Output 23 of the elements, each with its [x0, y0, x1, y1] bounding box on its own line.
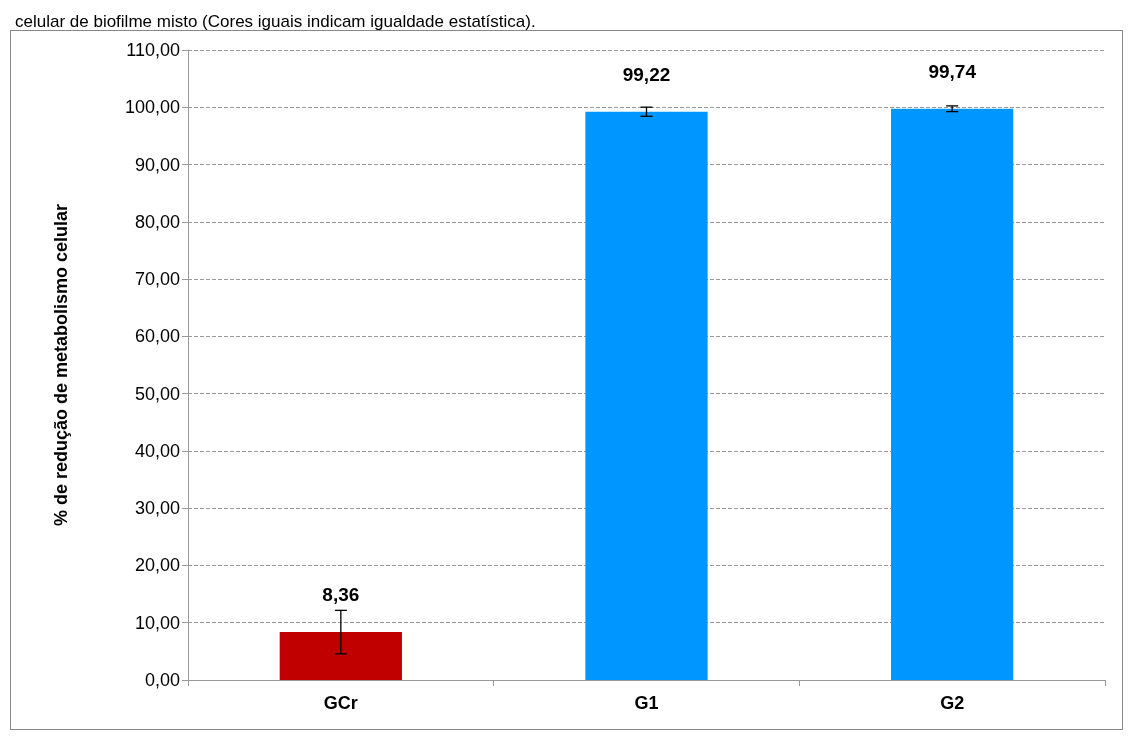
- y-tick-label: 90,00: [134, 154, 180, 175]
- bar: [891, 108, 1014, 680]
- y-tick-label: 80,00: [134, 211, 180, 232]
- y-tick-label: 60,00: [134, 326, 180, 347]
- x-tick-label: G2: [940, 693, 965, 713]
- y-tick-label: 70,00: [134, 269, 180, 290]
- y-tick-label: 40,00: [134, 440, 180, 461]
- data-label: 99,22: [622, 63, 671, 85]
- y-tick-label: 50,00: [134, 383, 180, 404]
- y-axis-title: % de redução de metabolismo celular: [51, 203, 71, 527]
- y-tick-label: 0,00: [144, 670, 180, 690]
- y-tick-label: 30,00: [134, 498, 180, 519]
- data-label: 8,36: [322, 584, 360, 606]
- data-label: 99,74: [928, 60, 977, 82]
- bar: [279, 632, 402, 680]
- y-tick-label: 20,00: [134, 555, 180, 576]
- bar: [585, 111, 708, 680]
- y-tick-label: 100,00: [124, 97, 180, 118]
- y-tick-label: 110,00: [126, 40, 180, 60]
- y-tick-label: 10,00: [134, 612, 180, 633]
- x-tick-label: G1: [634, 693, 659, 713]
- x-tick-label: GCr: [323, 693, 358, 713]
- text: celular de biofilme misto (Cores iguais indicam igualdade estatística).: [15, 12, 536, 31]
